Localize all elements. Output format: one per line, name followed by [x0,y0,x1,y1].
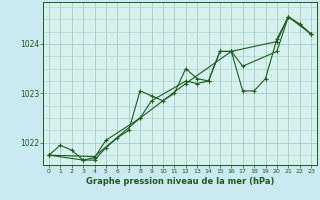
X-axis label: Graphe pression niveau de la mer (hPa): Graphe pression niveau de la mer (hPa) [86,177,274,186]
